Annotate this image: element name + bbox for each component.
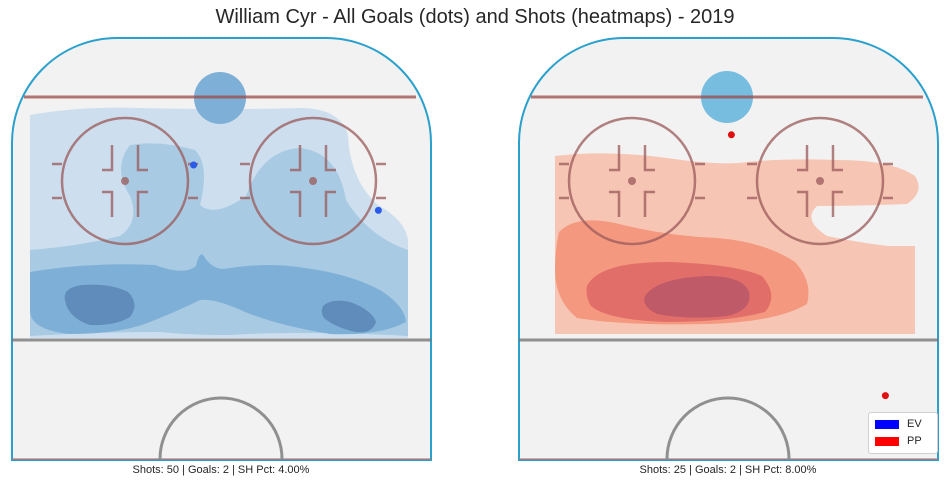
goal-dots-pp bbox=[727, 131, 889, 400]
rink-markings-pp bbox=[519, 95, 938, 460]
faceoff-circle-left bbox=[52, 116, 198, 246]
faceoff-circle-right bbox=[747, 116, 893, 246]
faceoff-circle-right bbox=[240, 116, 386, 246]
faceoff-dot-left bbox=[121, 177, 129, 185]
legend-label-pp: PP bbox=[907, 435, 922, 447]
heatmap-level-4 bbox=[64, 284, 135, 326]
goal-dot-pp-2 bbox=[727, 131, 735, 139]
legend-item-pp: PP bbox=[875, 434, 922, 448]
faceoff-dot-right bbox=[309, 177, 317, 185]
chart-title: William Cyr - All Goals (dots) and Shots… bbox=[215, 6, 735, 28]
panel-caption-ev: Shots: 50 | Goals: 2 | SH Pct: 4.00% bbox=[132, 464, 310, 476]
goal-dot-pp-1 bbox=[881, 392, 889, 400]
faceoff-dot-right bbox=[816, 177, 824, 185]
rink-pp bbox=[518, 37, 939, 461]
panel-caption-pp: Shots: 25 | Goals: 2 | SH Pct: 8.00% bbox=[639, 464, 817, 476]
legend: EV PP bbox=[868, 412, 938, 454]
heatmap-level-4b bbox=[321, 300, 376, 333]
center-circle bbox=[665, 396, 791, 460]
legend-item-ev: EV bbox=[875, 417, 922, 431]
heatmap-level-4 bbox=[644, 276, 750, 318]
legend-swatch-pp bbox=[875, 436, 899, 446]
legend-label-ev: EV bbox=[907, 418, 922, 430]
legend-swatch-ev bbox=[875, 419, 899, 429]
rink-ev bbox=[11, 37, 432, 461]
rink-markings-ev bbox=[12, 95, 431, 460]
shot-heatmap-pp bbox=[555, 153, 919, 334]
goal-dot-ev-2 bbox=[374, 206, 382, 214]
center-circle bbox=[158, 396, 284, 460]
goal-dots-ev bbox=[190, 161, 382, 214]
faceoff-circle-left bbox=[559, 116, 705, 246]
faceoff-dot-left bbox=[628, 177, 636, 185]
goal-dot-ev-1 bbox=[190, 161, 198, 169]
